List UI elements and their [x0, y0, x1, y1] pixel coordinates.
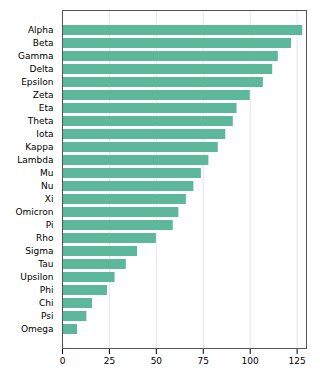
- svg-text:Omicron: Omicron: [15, 207, 53, 217]
- svg-text:Iota: Iota: [36, 129, 53, 139]
- svg-text:Epsilon: Epsilon: [21, 77, 53, 87]
- svg-text:Pi: Pi: [46, 220, 54, 230]
- svg-text:Chi: Chi: [39, 298, 54, 308]
- svg-text:Sigma: Sigma: [25, 246, 53, 256]
- svg-text:Theta: Theta: [27, 116, 54, 126]
- svg-text:Gamma: Gamma: [18, 51, 54, 61]
- svg-text:Phi: Phi: [40, 285, 54, 295]
- svg-text:125: 125: [289, 356, 306, 366]
- svg-text:Tau: Tau: [37, 259, 53, 269]
- svg-text:25: 25: [104, 356, 115, 366]
- svg-text:Xi: Xi: [45, 194, 54, 204]
- svg-text:0: 0: [60, 356, 66, 366]
- svg-text:Upsilon: Upsilon: [20, 272, 53, 282]
- svg-text:Zeta: Zeta: [33, 90, 54, 100]
- svg-text:50: 50: [151, 356, 163, 366]
- svg-text:Nu: Nu: [41, 181, 53, 191]
- svg-text:Beta: Beta: [33, 38, 54, 48]
- svg-text:Mu: Mu: [40, 168, 53, 178]
- svg-text:Rho: Rho: [36, 233, 54, 243]
- svg-text:100: 100: [242, 356, 259, 366]
- svg-text:Kappa: Kappa: [25, 142, 53, 152]
- svg-text:Omega: Omega: [21, 324, 54, 334]
- svg-text:Alpha: Alpha: [28, 25, 54, 35]
- svg-text:Delta: Delta: [29, 64, 53, 74]
- svg-text:Psi: Psi: [41, 311, 53, 321]
- svg-text:75: 75: [198, 356, 209, 366]
- svg-text:Lambda: Lambda: [17, 155, 53, 165]
- svg-text:Eta: Eta: [39, 103, 54, 113]
